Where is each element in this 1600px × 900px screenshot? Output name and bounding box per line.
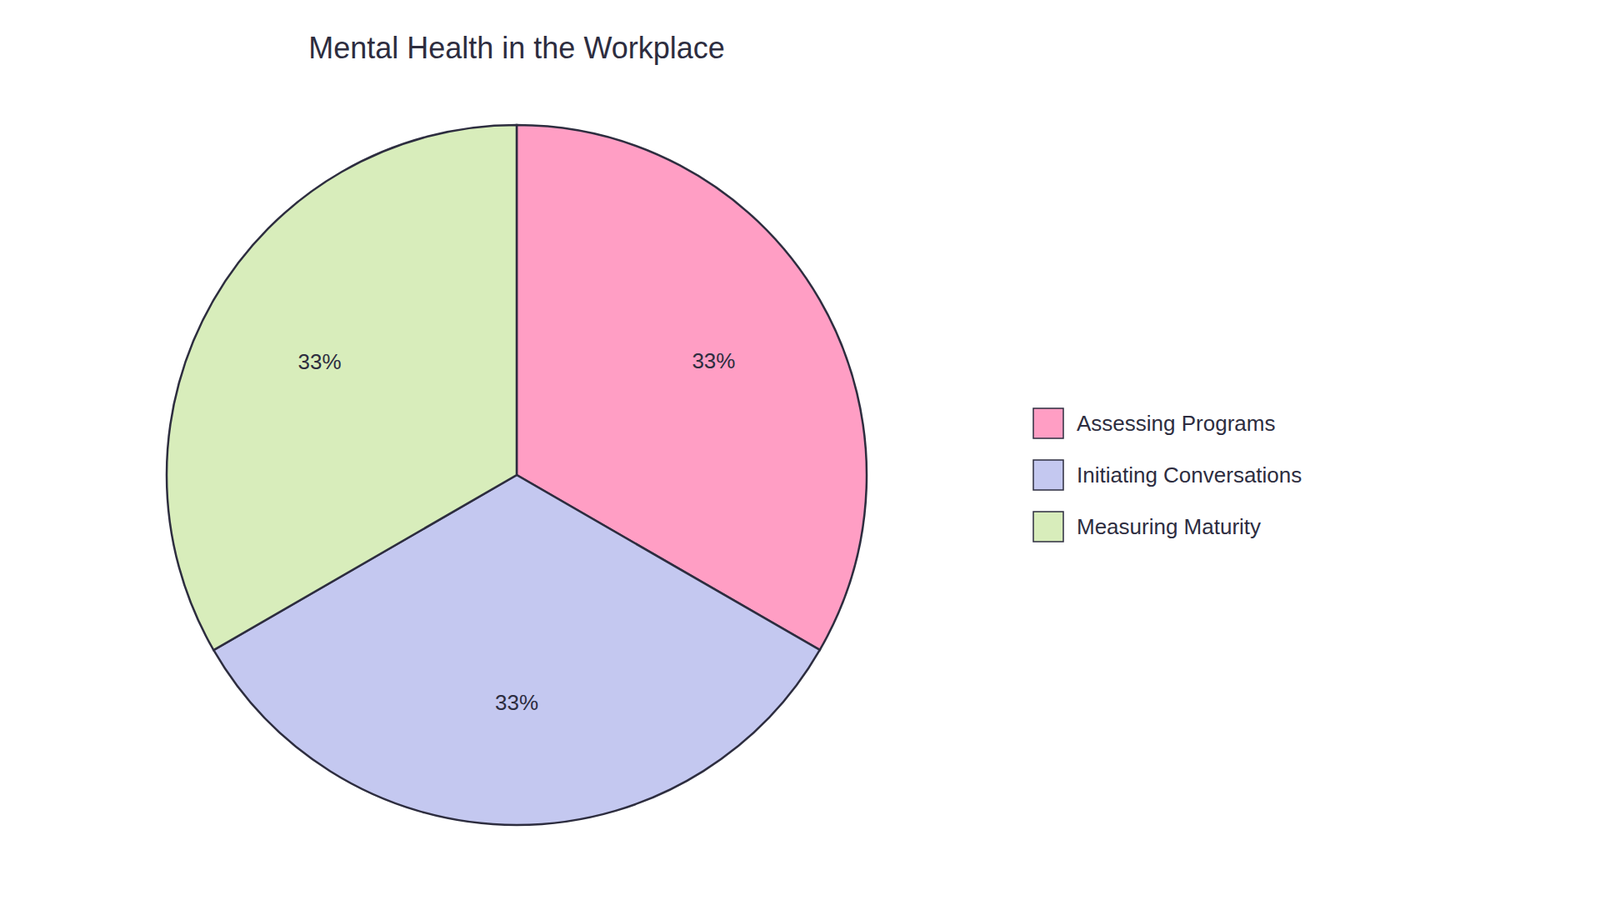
data-labels: 33% 33% 33% xyxy=(298,348,736,715)
legend-item: Assessing Programs xyxy=(1033,408,1275,439)
data-label: 33% xyxy=(495,690,539,715)
chart: Mental Health in the Workplace 33% 33% 33% A… xyxy=(0,0,1600,900)
pie xyxy=(166,125,867,825)
data-label: 33% xyxy=(691,348,735,374)
legend-label: Assessing Programs xyxy=(1076,410,1275,436)
legend-label: Initiating Conversations xyxy=(1076,462,1302,488)
pie-slice xyxy=(166,125,517,650)
legend-swatch xyxy=(1033,460,1064,490)
legend-item: Initiating Conversations xyxy=(1033,460,1302,490)
legend-swatch xyxy=(1033,408,1064,439)
data-label: 33% xyxy=(298,349,342,375)
legend-swatch xyxy=(1033,511,1064,542)
legend: Assessing Programs Initiating Conversatio… xyxy=(1033,408,1302,542)
title: Mental Health in the Workplace xyxy=(308,30,725,65)
legend-label: Measuring Maturity xyxy=(1076,514,1261,540)
legend-item: Measuring Maturity xyxy=(1033,511,1261,542)
